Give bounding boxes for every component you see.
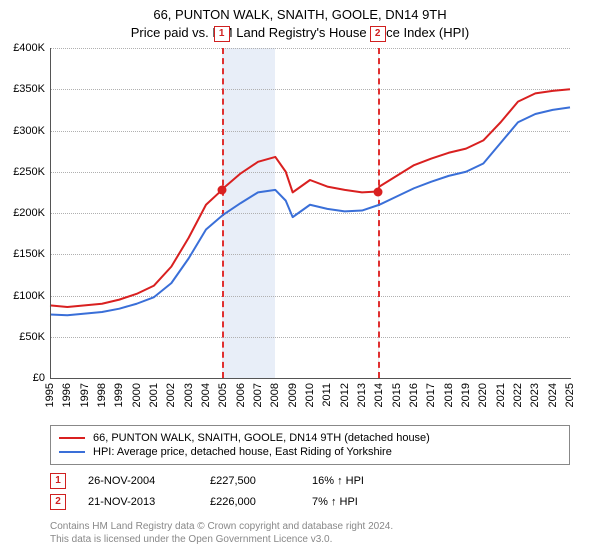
sale-date: 21-NOV-2013 — [88, 496, 188, 508]
x-axis-label: 1996 — [61, 383, 73, 407]
x-axis-label: 1999 — [113, 383, 125, 407]
y-axis-label: £250K — [13, 166, 45, 178]
legend-box: 66, PUNTON WALK, SNAITH, GOOLE, DN14 9TH… — [50, 425, 570, 465]
chart-plot-area: 12 £0£50K£100K£150K£200K£250K£300K£350K£… — [50, 48, 570, 378]
legend-swatch — [59, 451, 85, 453]
x-axis-label: 2000 — [131, 383, 143, 407]
y-axis-label: £100K — [13, 290, 45, 302]
event-marker-label: 1 — [214, 26, 230, 42]
event-marker-label: 2 — [370, 26, 386, 42]
x-axis-label: 2020 — [477, 383, 489, 407]
title-subtitle: Price paid vs. HM Land Registry's House … — [0, 24, 600, 42]
sale-delta: 7% ↑ HPI — [312, 496, 402, 508]
x-axis-label: 2017 — [425, 383, 437, 407]
title-address: 66, PUNTON WALK, SNAITH, GOOLE, DN14 9TH — [0, 6, 600, 24]
series-line — [50, 89, 570, 307]
legend-swatch — [59, 437, 85, 439]
x-axis-label: 1995 — [44, 383, 56, 407]
x-axis-label: 2001 — [148, 383, 160, 407]
footer-line1: Contains HM Land Registry data © Crown c… — [50, 520, 570, 533]
x-axis-label: 2013 — [356, 383, 368, 407]
series-line — [50, 107, 570, 315]
legend-row: 66, PUNTON WALK, SNAITH, GOOLE, DN14 9TH… — [59, 432, 561, 444]
x-axis-label: 2015 — [391, 383, 403, 407]
x-axis-label: 1997 — [79, 383, 91, 407]
legend-row: HPI: Average price, detached house, East… — [59, 446, 561, 458]
sale-row: 2 21-NOV-2013 £226,000 7% ↑ HPI — [50, 494, 570, 510]
x-axis-label: 2007 — [252, 383, 264, 407]
x-axis-label: 2012 — [339, 383, 351, 407]
x-axis-label: 2014 — [373, 383, 385, 407]
sale-price: £227,500 — [210, 475, 290, 487]
y-axis-label: £50K — [19, 331, 45, 343]
x-axis-label: 2016 — [408, 383, 420, 407]
x-axis-label: 2010 — [304, 383, 316, 407]
x-axis-label: 2025 — [564, 383, 576, 407]
y-axis-label: £150K — [13, 248, 45, 260]
x-axis-label: 2003 — [183, 383, 195, 407]
x-axis-label: 2002 — [165, 383, 177, 407]
y-axis-label: £200K — [13, 207, 45, 219]
x-axis-label: 2005 — [217, 383, 229, 407]
sale-delta: 16% ↑ HPI — [312, 475, 402, 487]
x-axis-label: 1998 — [96, 383, 108, 407]
x-axis-label: 2006 — [235, 383, 247, 407]
sales-list: 1 26-NOV-2004 £227,500 16% ↑ HPI 2 21-NOV-201… — [50, 468, 570, 515]
sale-price: £226,000 — [210, 496, 290, 508]
x-axis-label: 2024 — [547, 383, 559, 407]
x-axis-label: 2021 — [495, 383, 507, 407]
x-axis-label: 2023 — [529, 383, 541, 407]
chart-container: 66, PUNTON WALK, SNAITH, GOOLE, DN14 9TH… — [0, 0, 600, 560]
y-axis-label: £350K — [13, 83, 45, 95]
footer-attribution: Contains HM Land Registry data © Crown c… — [50, 520, 570, 546]
legend-label: HPI: Average price, detached house, East… — [93, 446, 392, 458]
y-axis-label: £300K — [13, 125, 45, 137]
x-axis-label: 2019 — [460, 383, 472, 407]
legend-label: 66, PUNTON WALK, SNAITH, GOOLE, DN14 9TH… — [93, 432, 430, 444]
x-axis-label: 2022 — [512, 383, 524, 407]
chart-title: 66, PUNTON WALK, SNAITH, GOOLE, DN14 9TH… — [0, 0, 600, 41]
sale-marker-number: 1 — [50, 473, 66, 489]
x-axis-label: 2004 — [200, 383, 212, 407]
y-axis-label: £400K — [13, 42, 45, 54]
x-axis-label: 2009 — [287, 383, 299, 407]
x-axis-label: 2018 — [443, 383, 455, 407]
sale-date: 26-NOV-2004 — [88, 475, 188, 487]
sale-row: 1 26-NOV-2004 £227,500 16% ↑ HPI — [50, 473, 570, 489]
footer-line2: This data is licensed under the Open Gov… — [50, 533, 570, 546]
x-axis-label: 2008 — [269, 383, 281, 407]
x-axis-label: 2011 — [321, 383, 333, 407]
sale-marker-number: 2 — [50, 494, 66, 510]
